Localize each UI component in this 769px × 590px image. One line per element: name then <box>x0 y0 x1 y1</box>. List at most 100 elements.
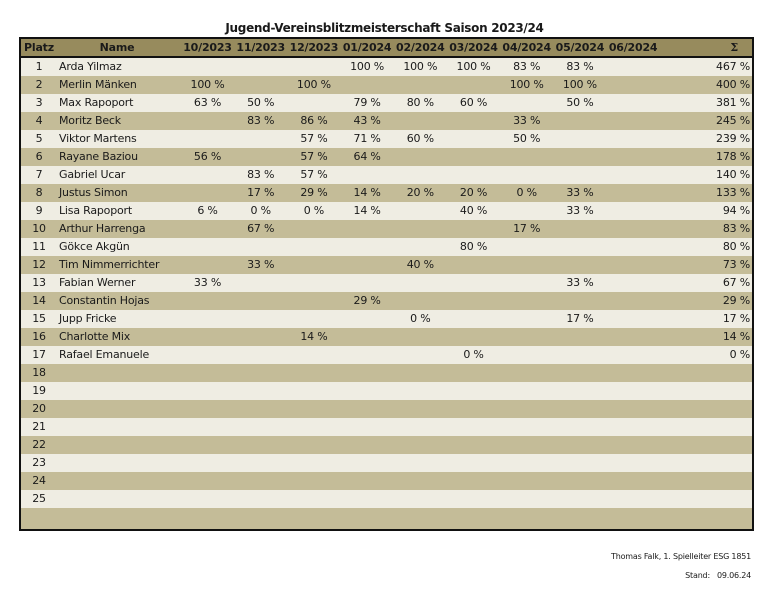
row-sum: 239 % <box>716 132 750 145</box>
row-month-value: 57 % <box>300 150 328 163</box>
table-row: 23 <box>21 454 752 472</box>
footer-author: Thomas Falk, 1. Spielleiter ESG 1851 <box>611 552 751 561</box>
row-name: Rayane Baziou <box>59 150 138 163</box>
row-name: Merlin Mänken <box>59 78 137 91</box>
row-month-value: 0 % <box>463 348 484 361</box>
row-platz: 2 <box>35 78 43 91</box>
row-sum: 80 % <box>722 240 750 253</box>
row-month-value: 14 % <box>353 186 381 199</box>
table-row: 5 Viktor Martens 57 % 71 % 60 % 50 % 239 % <box>21 130 752 148</box>
row-month-value: 80 % <box>459 240 488 253</box>
table-row: 9 Lisa Rapoport 6 % 0 % 0 % 14 % 40 % 33 % 94 % <box>21 202 752 220</box>
table-row: 22 <box>21 436 752 454</box>
table-row: 16 Charlotte Mix 14 % 14 % <box>21 328 752 346</box>
row-month-value: 100 % <box>509 78 544 91</box>
header-month: 12/2023 <box>289 41 339 54</box>
row-platz: 4 <box>35 114 43 127</box>
table-row: 7 Gabriel Ucar 83 % 57 % 140 % <box>21 166 752 184</box>
row-month-value: 83 % <box>247 168 275 181</box>
row-platz: 25 <box>32 492 46 505</box>
table-row: 19 <box>21 382 752 400</box>
row-month-value: 33 % <box>193 276 222 289</box>
row-sum: 0 % <box>729 348 751 361</box>
row-month-value: 83 % <box>566 60 594 73</box>
row-platz: 18 <box>32 366 46 379</box>
table-row: 4 Moritz Beck 83 % 86 % 43 % 33 % 245 % <box>21 112 752 130</box>
table-row: 17 Rafael Emanuele 0 % 0 % <box>21 346 752 364</box>
row-name: Fabian Werner <box>59 276 136 289</box>
row-month-value: 29 % <box>300 186 328 199</box>
row-platz: 19 <box>32 384 46 397</box>
row-month-value: 57 % <box>300 168 328 181</box>
row-platz: 15 <box>32 312 46 325</box>
footer-stand: Stand: 09.06.24 <box>685 571 751 580</box>
table-row: 21 <box>21 418 752 436</box>
row-sum: 14 % <box>722 330 750 343</box>
row-name: Gabriel Ucar <box>59 168 126 181</box>
row-platz: 9 <box>35 204 43 217</box>
row-platz: 16 <box>32 330 46 343</box>
row-name: Moritz Beck <box>59 114 121 127</box>
table-row: 14 Constantin Hojas 29 % 29 % <box>21 292 752 310</box>
header-month: 04/2024 <box>502 41 551 54</box>
row-sum: 133 % <box>716 186 750 199</box>
row-name: Arda Yilmaz <box>59 60 122 73</box>
row-month-value: 71 % <box>353 132 381 145</box>
header-name: Name <box>99 41 135 54</box>
table-row: 25 <box>21 490 752 508</box>
header-sum: Σ <box>730 41 738 54</box>
row-platz: 21 <box>32 420 46 433</box>
header-month: 02/2024 <box>396 41 445 54</box>
row-month-value: 33 % <box>513 114 541 127</box>
row-month-value: 20 % <box>406 186 434 199</box>
row-month-value: 33 % <box>566 204 594 217</box>
row-sum: 467 % <box>716 60 750 73</box>
header-month: 05/2024 <box>555 41 605 54</box>
row-month-value: 100 % <box>456 60 491 73</box>
row-month-value: 40 % <box>459 204 488 217</box>
row-month-value: 83 % <box>513 60 541 73</box>
row-month-value: 100 % <box>296 78 331 91</box>
row-platz: 12 <box>32 258 46 271</box>
row-month-value: 83 % <box>247 114 275 127</box>
row-sum: 73 % <box>722 258 750 271</box>
ranking-table: Platz Name Σ 10/2023 11/2023 12/2023 01/202… <box>19 37 754 531</box>
row-sum: 245 % <box>716 114 750 127</box>
row-month-value: 56 % <box>193 150 222 163</box>
table-row: 15 Jupp Fricke 0 % 17 % 17 % <box>21 310 752 328</box>
row-platz: 3 <box>35 96 43 109</box>
row-month-value: 67 % <box>247 222 275 235</box>
header-platz: Platz <box>24 41 54 54</box>
row-platz: 5 <box>35 132 43 145</box>
row-month-value: 86 % <box>300 114 328 127</box>
row-month-value: 14 % <box>300 330 328 343</box>
row-month-value: 63 % <box>193 96 222 109</box>
row-month-value: 0 % <box>250 204 272 217</box>
table-row: 1 Arda Yilmaz 100 % 100 % 100 % 83 % 83 % 467 % <box>21 58 752 76</box>
row-name: Arthur Harrenga <box>59 222 146 235</box>
row-month-value: 14 % <box>353 204 381 217</box>
stand-label: Stand: <box>685 571 710 580</box>
row-month-value: 17 % <box>247 186 275 199</box>
row-name: Jupp Fricke <box>59 312 117 325</box>
stand-date: 09.06.24 <box>716 571 751 580</box>
row-month-value: 17 % <box>513 222 541 235</box>
row-month-value: 60 % <box>459 96 488 109</box>
header-month: 06/2024 <box>608 41 658 54</box>
table-row: 11 Gökce Akgün 80 % 80 % <box>21 238 752 256</box>
row-sum: 29 % <box>722 294 750 307</box>
header-month: 03/2024 <box>449 41 498 54</box>
row-month-value: 17 % <box>566 312 594 325</box>
row-month-value: 64 % <box>353 150 381 163</box>
row-platz: 24 <box>32 474 46 487</box>
row-month-value: 0 % <box>410 312 431 325</box>
page-title: Jugend-Vereinsblitzmeisterschaft Saison … <box>225 21 544 35</box>
row-name: Viktor Martens <box>59 132 137 145</box>
row-month-value: 43 % <box>353 114 381 127</box>
table-row: 10 Arthur Harrenga 67 % 17 % 83 % <box>21 220 752 238</box>
table-row: 3 Max Rapoport 63 % 50 % 79 % 80 % 60 % 50 % 381… <box>21 94 752 112</box>
table-row: 12 Tim Nimmerrichter 33 % 40 % 73 % <box>21 256 752 274</box>
row-month-value: 50 % <box>513 132 541 145</box>
table-row: 6 Rayane Baziou 56 % 57 % 64 % 178 % <box>21 148 752 166</box>
row-month-value: 80 % <box>406 96 434 109</box>
